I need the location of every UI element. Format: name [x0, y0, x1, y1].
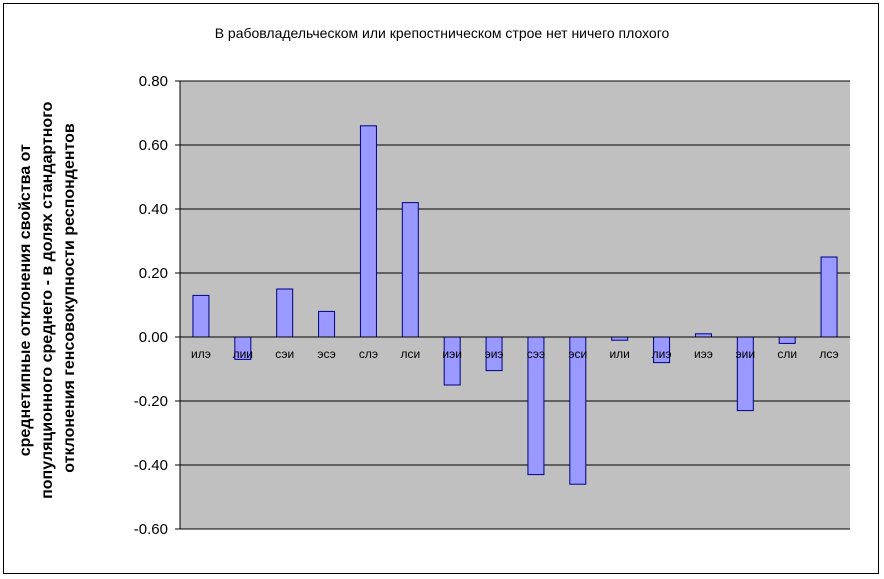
bar-иэи — [443, 336, 461, 386]
x-tick-label: лси — [400, 347, 420, 361]
y-tick-label: -0.40 — [134, 457, 168, 474]
bar-лси — [401, 202, 419, 338]
y-tick-label: 0.20 — [139, 265, 168, 282]
y-axis-label: среднетипные отклонения свойства от попу… — [17, 97, 78, 499]
y-tick-label: 0.40 — [139, 201, 168, 218]
x-tick-label: эии — [736, 347, 756, 361]
x-tick-label: эси — [568, 347, 587, 361]
x-tick-label: сли — [777, 347, 797, 361]
x-tick-label: эиэ — [485, 347, 504, 361]
x-tick-label: сэи — [275, 347, 294, 361]
y-tick-label: -0.60 — [134, 521, 168, 538]
x-tick-label: иээ — [694, 347, 713, 361]
bars — [192, 125, 838, 485]
bar-сэи — [276, 288, 294, 338]
x-tick-label: эсэ — [317, 347, 335, 361]
x-tick-label: лиэ — [652, 347, 672, 361]
x-tick-label: или — [609, 347, 629, 361]
y-tick-label: 0.00 — [139, 329, 168, 346]
y-tick-label: 0.80 — [139, 73, 168, 90]
x-tick-label: илэ — [191, 347, 211, 361]
x-tick-label: лии — [233, 347, 253, 361]
bar-лсэ — [820, 256, 838, 338]
bar-слэ — [359, 125, 377, 338]
x-ticks: илэ лии сэи эсэ слэ лси иэи эиэ сээ эси или лиэ иээ э… — [180, 336, 850, 361]
y-tick-label: 0.60 — [139, 137, 168, 154]
x-tick-label: иэи — [442, 347, 462, 361]
bar-сли — [778, 336, 796, 344]
y-ticks: 0.80 0.60 0.40 0.20 0.00 -0.20 -0.40 -0.60 — [134, 73, 181, 538]
y-axis-label-line-1: среднетипные отклонения свойства от — [17, 144, 34, 456]
bar-эсэ — [318, 310, 336, 338]
x-tick-label: сээ — [527, 347, 545, 361]
y-tick-label: -0.20 — [134, 393, 168, 410]
x-tick-label: лсэ — [819, 347, 838, 361]
x-tick-label: слэ — [359, 347, 378, 361]
chart-title: В рабовладельческом или крепостническом … — [215, 25, 670, 41]
y-axis-label-line-3: отклонения генсовокупности респондентов — [61, 123, 78, 473]
bar-илэ — [192, 294, 210, 338]
y-axis-label-line-2: популяционного среднего - в долях станда… — [39, 101, 56, 499]
